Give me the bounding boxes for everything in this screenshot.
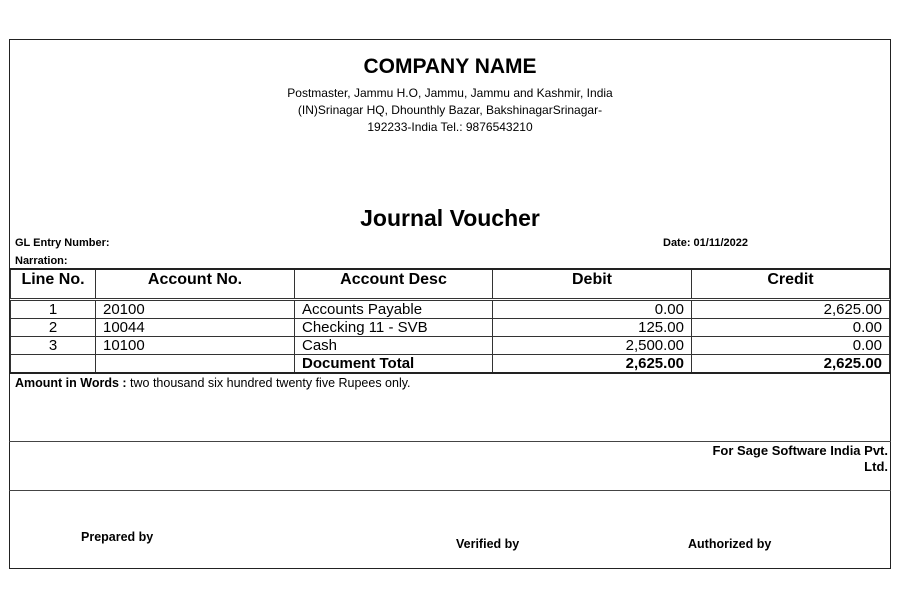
company-address-line: Postmaster, Jammu H.O, Jammu, Jammu and …: [287, 86, 613, 100]
authorized-by: Authorized by: [688, 537, 772, 551]
empty-cell: [95, 353, 295, 373]
voucher-frame: [9, 39, 891, 569]
table-row: 2 10044 Checking 11 - SVB 125.00 0.00: [10, 317, 890, 337]
for-company: For Sage Software India Pvt. Ltd.: [712, 443, 888, 475]
account-no: 10100: [95, 335, 295, 355]
voucher-date: Date: 01/11/2022: [663, 237, 749, 249]
total-debit: 2,625.00: [492, 353, 692, 373]
account-desc: Checking 11 - SVB: [294, 317, 493, 337]
total-row: Document Total 2,625.00 2,625.00: [10, 353, 890, 373]
verified-by: Verified by: [456, 537, 520, 551]
account-desc: Cash: [294, 335, 493, 355]
total-credit: 2,625.00: [691, 353, 890, 373]
credit: 0.00: [691, 335, 890, 355]
line-no: 2: [10, 317, 96, 337]
credit: 2,625.00: [691, 298, 890, 319]
empty-cell: [10, 353, 96, 373]
prepared-by: Prepared by: [81, 530, 154, 544]
amount-in-words: Amount in Words : two thousand six hundr…: [15, 376, 411, 390]
header-account-no: Account No.: [95, 268, 295, 301]
amount-words-value: two thousand six hundred twenty five Rup…: [126, 376, 411, 390]
line-no: 1: [10, 298, 96, 319]
amount-words-label: Amount in Words :: [15, 376, 127, 390]
header-credit: Credit: [691, 268, 890, 301]
gl-entry-label: GL Entry Number:: [15, 237, 110, 249]
header-debit: Debit: [492, 268, 692, 301]
debit: 0.00: [492, 298, 692, 319]
account-no: 10044: [95, 317, 295, 337]
header-account-desc: Account Desc: [294, 268, 493, 301]
table-row: 1 20100 Accounts Payable 0.00 2,625.00: [10, 298, 890, 319]
divider: [9, 441, 891, 442]
company-address-line: 192233-India Tel.: 9876543210: [367, 120, 533, 134]
line-no: 3: [10, 335, 96, 355]
for-company-line: For Sage Software India Pvt.: [712, 443, 888, 458]
debit: 125.00: [492, 317, 692, 337]
company-address-line: (IN)Srinagar HQ, Dhounthly Bazar, Bakshi…: [297, 103, 603, 117]
table-header-row: Line No. Account No. Account Desc Debit …: [10, 268, 890, 301]
journal-table: Line No. Account No. Account Desc Debit …: [10, 268, 890, 374]
credit: 0.00: [691, 317, 890, 337]
header-line-no: Line No.: [10, 268, 96, 301]
divider: [9, 490, 891, 491]
total-label: Document Total: [294, 353, 493, 373]
debit: 2,500.00: [492, 335, 692, 355]
company-name: COMPANY NAME: [363, 55, 537, 78]
account-no: 20100: [95, 298, 295, 319]
table-row: 3 10100 Cash 2,500.00 0.00: [10, 335, 890, 355]
narration-label: Narration:: [15, 255, 68, 267]
voucher-title: Journal Voucher: [360, 205, 540, 231]
for-company-line: Ltd.: [864, 459, 888, 474]
account-desc: Accounts Payable: [294, 298, 493, 319]
